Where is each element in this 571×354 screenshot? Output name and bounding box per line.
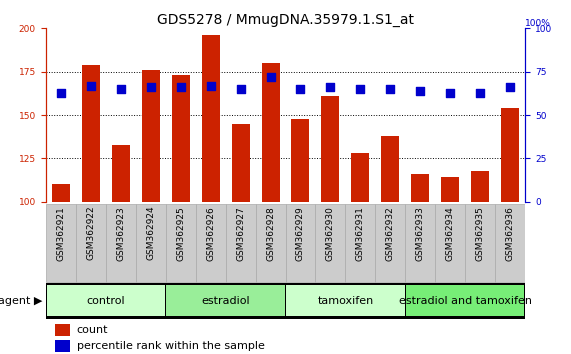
FancyBboxPatch shape [75, 204, 106, 281]
FancyBboxPatch shape [226, 204, 256, 281]
Point [356, 86, 365, 92]
Point [86, 83, 95, 88]
Text: GSM362929: GSM362929 [296, 206, 305, 261]
Text: 100%: 100% [525, 19, 551, 28]
Bar [202, 35, 220, 202]
Point [206, 83, 215, 88]
Text: GSM362921: GSM362921 [56, 206, 65, 261]
Text: GSM362926: GSM362926 [206, 206, 215, 261]
Bar [351, 153, 369, 202]
Text: control: control [86, 296, 125, 306]
Text: agent ▶: agent ▶ [0, 296, 43, 306]
Bar [262, 63, 280, 202]
Text: tamoxifen: tamoxifen [317, 296, 373, 306]
FancyBboxPatch shape [405, 204, 436, 281]
Bar [82, 65, 99, 202]
Point [326, 85, 335, 90]
FancyBboxPatch shape [345, 204, 376, 281]
FancyBboxPatch shape [106, 204, 136, 281]
FancyBboxPatch shape [136, 204, 166, 281]
Text: GSM362924: GSM362924 [146, 206, 155, 261]
Text: percentile rank within the sample: percentile rank within the sample [77, 341, 265, 351]
FancyBboxPatch shape [46, 204, 75, 281]
Point [56, 90, 65, 95]
Text: estradiol: estradiol [201, 296, 250, 306]
Bar [55, 324, 70, 336]
Text: GSM362933: GSM362933 [416, 206, 425, 261]
Point [446, 90, 455, 95]
Bar [472, 171, 489, 202]
Point [116, 86, 125, 92]
FancyBboxPatch shape [166, 204, 195, 281]
Text: count: count [77, 325, 108, 335]
Point [146, 85, 155, 90]
FancyBboxPatch shape [465, 204, 496, 281]
FancyBboxPatch shape [47, 285, 164, 316]
FancyBboxPatch shape [195, 204, 226, 281]
Text: GSM362936: GSM362936 [506, 206, 515, 261]
Text: GSM362923: GSM362923 [116, 206, 125, 261]
Bar [321, 96, 339, 202]
Bar [51, 184, 70, 202]
Point [386, 86, 395, 92]
Point [416, 88, 425, 93]
Text: GSM362927: GSM362927 [236, 206, 245, 261]
Text: GSM362928: GSM362928 [266, 206, 275, 261]
FancyBboxPatch shape [287, 285, 404, 316]
Bar [441, 177, 459, 202]
Point [476, 90, 485, 95]
Title: GDS5278 / MmugDNA.35979.1.S1_at: GDS5278 / MmugDNA.35979.1.S1_at [157, 13, 414, 27]
FancyBboxPatch shape [315, 204, 345, 281]
Bar [501, 108, 520, 202]
Point [266, 74, 275, 80]
FancyBboxPatch shape [496, 204, 525, 281]
Text: estradiol and tamoxifen: estradiol and tamoxifen [399, 296, 532, 306]
Text: GSM362925: GSM362925 [176, 206, 185, 261]
Text: GSM362930: GSM362930 [326, 206, 335, 261]
Text: GSM362935: GSM362935 [476, 206, 485, 261]
Bar [292, 119, 309, 202]
Bar [381, 136, 400, 202]
Text: GSM362922: GSM362922 [86, 206, 95, 261]
FancyBboxPatch shape [167, 285, 284, 316]
Text: GSM362932: GSM362932 [386, 206, 395, 261]
Point [296, 86, 305, 92]
Bar [142, 70, 160, 202]
FancyBboxPatch shape [376, 204, 405, 281]
Point [236, 86, 245, 92]
Bar [411, 174, 429, 202]
Text: GSM362931: GSM362931 [356, 206, 365, 261]
FancyBboxPatch shape [436, 204, 465, 281]
Text: GSM362934: GSM362934 [446, 206, 455, 261]
Bar [172, 75, 190, 202]
FancyBboxPatch shape [407, 285, 524, 316]
Bar [46, 283, 525, 319]
Bar [112, 144, 130, 202]
Point [176, 85, 185, 90]
Bar [232, 124, 250, 202]
Point [506, 85, 515, 90]
Bar [55, 340, 70, 352]
FancyBboxPatch shape [256, 204, 286, 281]
FancyBboxPatch shape [286, 204, 315, 281]
